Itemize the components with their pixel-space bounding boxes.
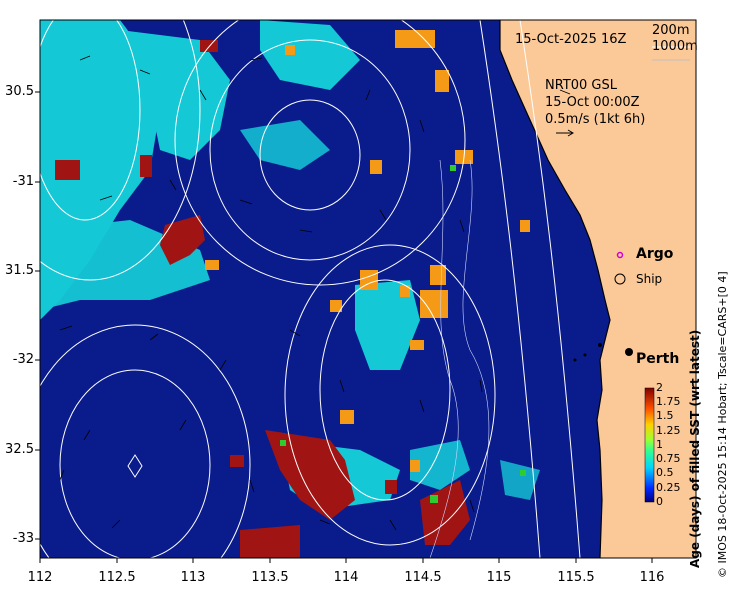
colorbar-tick: 1.25 [656, 424, 681, 437]
x-tick: 114 [333, 570, 359, 585]
argo-label: Argo [636, 246, 674, 262]
colorbar [644, 387, 655, 503]
isobath-lines [429, 159, 490, 558]
x-tick: 113.5 [251, 570, 289, 585]
perth-label: Perth [636, 351, 680, 367]
orange-sst-patches [205, 30, 530, 472]
green-sst-specks [280, 165, 526, 503]
colorbar-tick: 2 [656, 381, 663, 394]
axis-tick-marks [35, 91, 653, 563]
x-tick: 115.5 [557, 570, 595, 585]
current-scale: 0.5m/s (1kt 6h) [545, 112, 646, 127]
y-tick: 30.5 [5, 84, 34, 99]
isobath-label-1000: 1000m [652, 39, 698, 54]
argo-legend-marker [616, 251, 624, 259]
timestamp-label: 15-Oct-2025 16Z [515, 32, 627, 47]
coastline [499, 20, 611, 558]
colorbar-tick: 0.25 [656, 481, 681, 494]
ship-label: Ship [636, 272, 663, 286]
colorbar-tick: 0.75 [656, 452, 681, 465]
perth-marker [625, 348, 633, 356]
x-tick: 113 [180, 570, 206, 585]
x-tick: 112 [27, 570, 53, 585]
x-tick: 116 [639, 570, 665, 585]
y-tick: 31.5 [5, 263, 34, 278]
ship-legend-marker [614, 273, 626, 285]
credit-text: © IMOS 18-Oct-2025 15:14 Hobart; Tscale=… [716, 271, 729, 578]
colorbar-tick: 1.75 [656, 395, 681, 408]
x-tick: 115 [486, 570, 512, 585]
current-vectors [59, 55, 571, 531]
current-scale-arrow [556, 129, 574, 137]
ship-track [573, 343, 602, 362]
colorbar-tick: 1.5 [656, 409, 674, 422]
y-tick: 32.5 [5, 442, 34, 457]
colorbar-label: Age (days) of filled SST (wrt latest) [688, 329, 702, 568]
current-time: 15-Oct 00:00Z [545, 95, 640, 110]
colorbar-tick: 0.5 [656, 466, 674, 479]
current-contours [40, 20, 581, 558]
x-tick: 114.5 [404, 570, 442, 585]
colorbar-tick: 1 [656, 438, 663, 451]
colorbar-tick: 0 [656, 495, 663, 508]
current-title: NRT00 GSL [545, 78, 617, 93]
isobath-label-200: 200m [652, 23, 690, 38]
y-tick: -33 [12, 531, 34, 546]
y-tick: -32 [12, 352, 34, 367]
y-tick: -31 [12, 174, 34, 189]
x-tick: 112.5 [98, 570, 136, 585]
plot-frame [39, 19, 697, 559]
